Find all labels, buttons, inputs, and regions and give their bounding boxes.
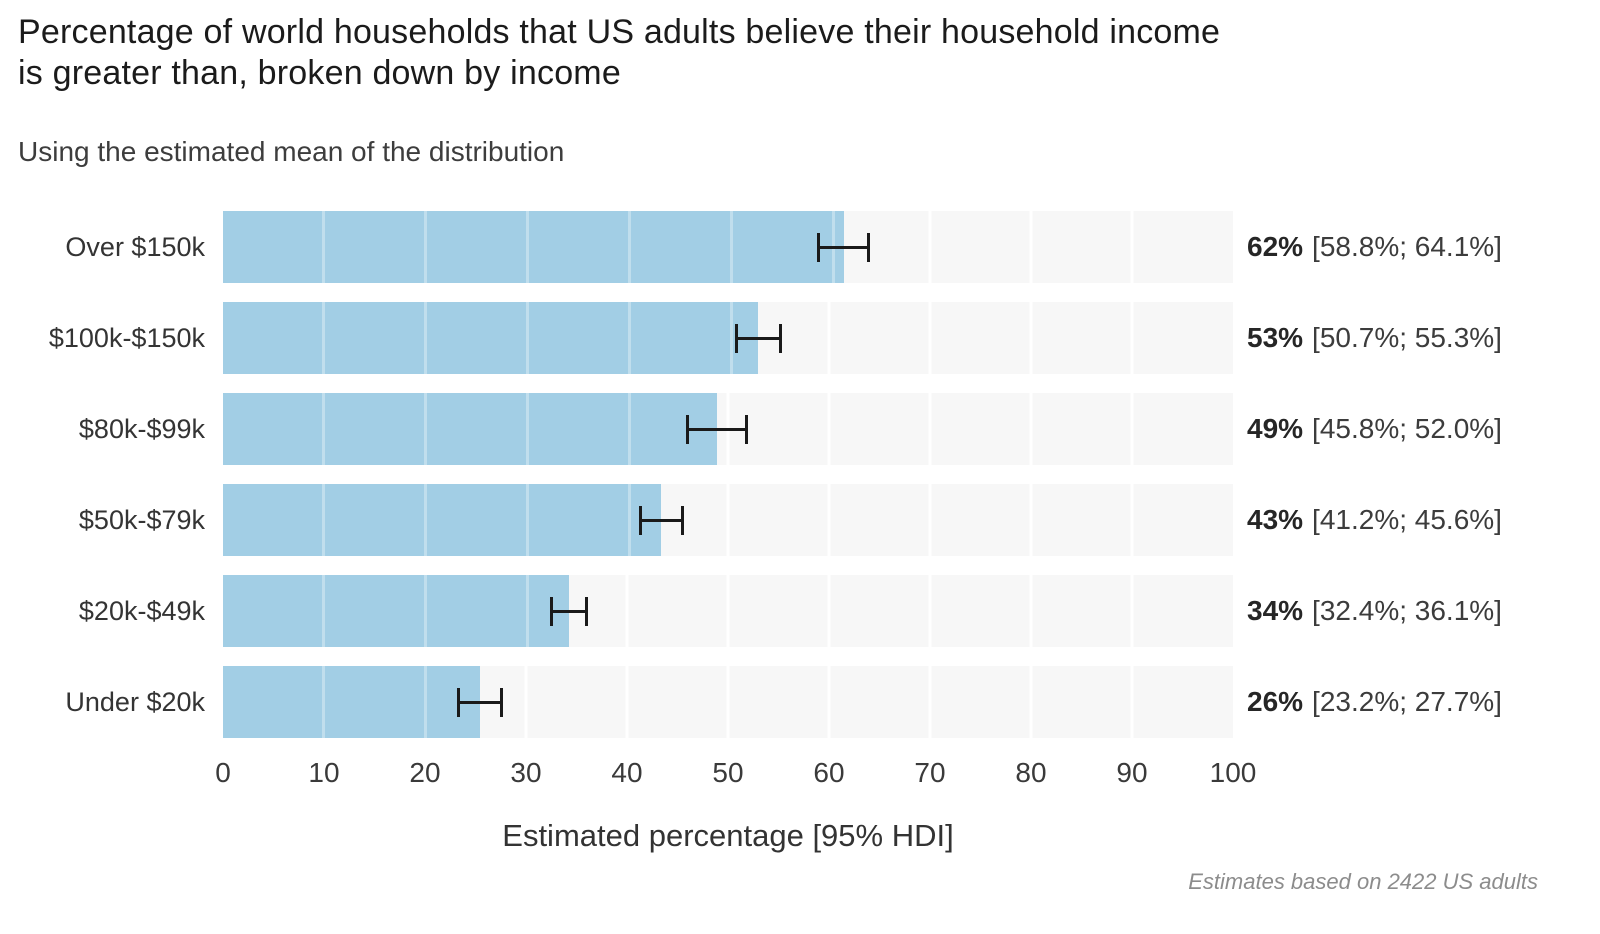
gridline bbox=[827, 302, 831, 374]
gridline bbox=[928, 666, 932, 738]
value-hdi-interval: [58.8%; 64.1%] bbox=[1312, 231, 1502, 262]
gridline bbox=[1130, 302, 1134, 374]
gridline bbox=[928, 211, 932, 283]
category-label: $20k-$49k bbox=[78, 595, 205, 626]
x-axis-tick: 60 bbox=[813, 757, 845, 788]
gridline bbox=[726, 575, 730, 647]
bar bbox=[223, 666, 481, 738]
value-hdi-interval: [32.4%; 36.1%] bbox=[1312, 595, 1502, 626]
error-bar bbox=[735, 323, 782, 353]
value-label: 62% [58.8%; 64.1%] bbox=[1247, 211, 1502, 283]
bar-row: $50k-$79k 43% [41.2%; 45.6%] bbox=[0, 478, 1600, 569]
x-axis-tick: 40 bbox=[611, 757, 643, 788]
page-subtitle: Using the estimated mean of the distribu… bbox=[18, 136, 565, 167]
value-percent: 49% bbox=[1247, 413, 1304, 444]
error-bar bbox=[685, 414, 749, 444]
value-label: 49% [45.8%; 52.0%] bbox=[1247, 393, 1502, 465]
bar bbox=[223, 211, 844, 283]
value-percent: 26% bbox=[1247, 686, 1304, 717]
bar-row: $100k-$150k 53% [50.7%; 55.3%] bbox=[0, 296, 1600, 387]
value-percent: 53% bbox=[1247, 322, 1304, 353]
category-label: Over $150k bbox=[65, 231, 205, 262]
error-bar bbox=[816, 232, 871, 262]
error-bar bbox=[639, 505, 684, 535]
bar-row: $80k-$99k 49% [45.8%; 52.0%] bbox=[0, 387, 1600, 478]
gridline bbox=[1029, 484, 1033, 556]
bar-track bbox=[223, 302, 1233, 374]
category-label: $80k-$99k bbox=[78, 413, 205, 444]
x-axis-tick: 100 bbox=[1209, 757, 1257, 788]
x-axis-tick: 50 bbox=[712, 757, 744, 788]
gridline bbox=[1029, 575, 1033, 647]
bar-track bbox=[223, 393, 1233, 465]
x-axis: 0 10 20 30 40 50 60 70 80 90 100 bbox=[215, 757, 1256, 793]
gridline bbox=[1130, 484, 1134, 556]
gridline bbox=[1029, 393, 1033, 465]
bar-track bbox=[223, 484, 1233, 556]
value-label: 43% [41.2%; 45.6%] bbox=[1247, 484, 1502, 556]
category-label: $50k-$79k bbox=[78, 504, 205, 535]
footnote: Estimates based on 2422 US adults bbox=[1188, 869, 1538, 894]
error-bar bbox=[457, 687, 504, 717]
gridline bbox=[928, 484, 932, 556]
value-hdi-interval: [41.2%; 45.6%] bbox=[1312, 504, 1502, 535]
value-percent: 43% bbox=[1247, 504, 1304, 535]
x-axis-tick: 80 bbox=[1015, 757, 1047, 788]
title-line-2: is greater than, broken down by income bbox=[18, 54, 621, 92]
category-label: Under $20k bbox=[65, 686, 205, 717]
bar-row: Under $20k 26% [23.2%; 27.7%] bbox=[0, 660, 1600, 751]
gridline bbox=[827, 393, 831, 465]
gridline bbox=[1029, 666, 1033, 738]
gridline bbox=[726, 666, 730, 738]
gridline bbox=[1130, 211, 1134, 283]
gridline bbox=[827, 575, 831, 647]
x-axis-tick: 20 bbox=[409, 757, 441, 788]
gridline bbox=[1130, 393, 1134, 465]
bar bbox=[223, 484, 662, 556]
error-bar bbox=[550, 596, 588, 626]
gridline bbox=[726, 484, 730, 556]
gridline bbox=[1029, 302, 1033, 374]
gridline bbox=[928, 575, 932, 647]
bar-chart: Over $150k 62% [58.8%; 64.1%] $100k-$150… bbox=[0, 205, 1600, 751]
bar bbox=[223, 393, 717, 465]
bar-row: $20k-$49k 34% [32.4%; 36.1%] bbox=[0, 569, 1600, 660]
gridline bbox=[827, 666, 831, 738]
gridline bbox=[1130, 666, 1134, 738]
x-axis-tick: 70 bbox=[914, 757, 946, 788]
x-axis-tick: 10 bbox=[308, 757, 340, 788]
x-axis-label: Estimated percentage [95% HDI] bbox=[502, 818, 954, 853]
gridline bbox=[827, 484, 831, 556]
value-label: 26% [23.2%; 27.7%] bbox=[1247, 666, 1502, 738]
title-line-1: Percentage of world households that US a… bbox=[18, 13, 1221, 51]
page-title: Percentage of world households that US a… bbox=[18, 12, 1468, 94]
gridline bbox=[1029, 211, 1033, 283]
value-percent: 62% bbox=[1247, 231, 1304, 262]
bar-row: Over $150k 62% [58.8%; 64.1%] bbox=[0, 205, 1600, 296]
bar-track bbox=[223, 211, 1233, 283]
value-hdi-interval: [23.2%; 27.7%] bbox=[1312, 686, 1502, 717]
gridline bbox=[625, 666, 629, 738]
bar bbox=[223, 302, 759, 374]
x-axis-tick: 30 bbox=[510, 757, 542, 788]
x-axis-tick: 0 bbox=[215, 757, 231, 788]
value-label: 53% [50.7%; 55.3%] bbox=[1247, 302, 1502, 374]
value-hdi-interval: [45.8%; 52.0%] bbox=[1312, 413, 1502, 444]
category-label: $100k-$150k bbox=[48, 322, 205, 353]
x-axis-tick: 90 bbox=[1116, 757, 1148, 788]
gridline bbox=[625, 575, 629, 647]
value-label: 34% [32.4%; 36.1%] bbox=[1247, 575, 1502, 647]
value-percent: 34% bbox=[1247, 595, 1304, 626]
gridline bbox=[928, 302, 932, 374]
bar-track bbox=[223, 666, 1233, 738]
gridline bbox=[928, 393, 932, 465]
bar bbox=[223, 575, 569, 647]
value-hdi-interval: [50.7%; 55.3%] bbox=[1312, 322, 1502, 353]
gridline bbox=[524, 666, 528, 738]
bar-track bbox=[223, 575, 1233, 647]
gridline bbox=[1130, 575, 1134, 647]
